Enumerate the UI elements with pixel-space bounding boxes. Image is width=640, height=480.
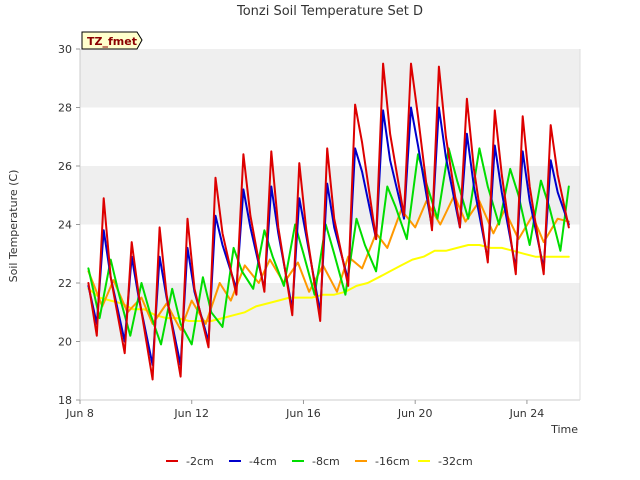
x-axis-label: Time <box>550 423 578 436</box>
y-tick-label: 26 <box>58 160 72 173</box>
y-tick-label: 18 <box>58 394 72 407</box>
x-tick-label: Jun 24 <box>509 407 545 420</box>
x-tick-label: Jun 8 <box>65 407 94 420</box>
y-axis: 18 20 22 24 26 28 30 <box>58 43 80 407</box>
station-badge: TZ_fmet <box>81 31 143 50</box>
legend-label: -2cm <box>186 455 214 468</box>
series-line-8cm <box>87 147 570 346</box>
x-axis: Jun 8 Jun 12 Jun 16 Jun 20 Jun 24 <box>65 400 544 420</box>
chart-title: Tonzi Soil Temperature Set D <box>236 4 423 19</box>
y-tick-label: 30 <box>58 43 72 56</box>
x-tick-label: Jun 16 <box>285 407 321 420</box>
series-line-2cm <box>87 62 570 381</box>
legend-label: -8cm <box>312 455 340 468</box>
y-axis-label: Soil Temperature (C) <box>7 170 20 283</box>
badge-box <box>81 31 143 50</box>
legend-label: -16cm <box>375 455 410 468</box>
badge-label: TZ_fmet <box>87 35 137 48</box>
y-tick-label: 22 <box>58 277 72 290</box>
y-tick-label: 24 <box>58 219 72 232</box>
y-tick-label: 28 <box>58 102 72 115</box>
legend: -2cm -4cm -8cm -16cm -32cm <box>166 455 473 468</box>
grid-band <box>80 49 580 108</box>
legend-label: -32cm <box>438 455 473 468</box>
x-tick-label: Jun 20 <box>397 407 433 420</box>
y-tick-label: 20 <box>58 336 72 349</box>
x-tick-label: Jun 12 <box>173 407 209 420</box>
legend-label: -4cm <box>249 455 277 468</box>
series-lines <box>87 62 570 381</box>
